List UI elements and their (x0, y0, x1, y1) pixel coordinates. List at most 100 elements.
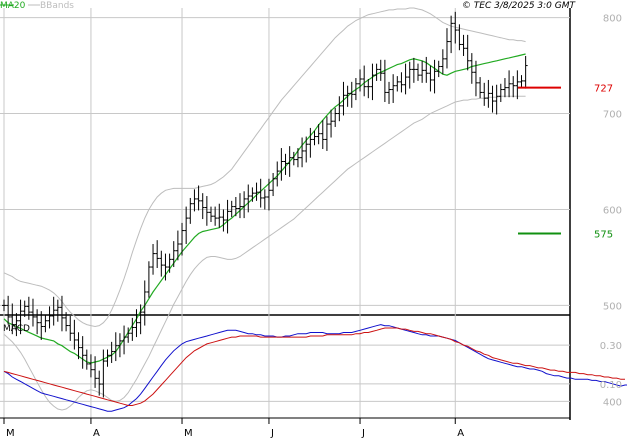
price-bar (523, 55, 528, 89)
price-bar (171, 241, 176, 268)
price-bar (416, 63, 420, 81)
price-bar (84, 349, 89, 370)
price-bar (457, 24, 462, 51)
price-bar (511, 76, 516, 98)
price-bar (184, 206, 189, 245)
price-y-tick-label: 500 (603, 301, 622, 312)
price-bar (105, 349, 110, 367)
price-bar (411, 57, 416, 83)
price-y-tick-label: 600 (603, 205, 622, 216)
price-bar (93, 356, 98, 388)
price-bar (237, 193, 242, 219)
price-bar (76, 332, 81, 360)
price-bar (229, 200, 234, 218)
price-bar (391, 74, 396, 103)
price-bar (213, 206, 218, 226)
price-panel-frame (0, 8, 571, 420)
price-bar (30, 298, 35, 327)
price-bar (320, 120, 325, 150)
price-bar (465, 34, 470, 71)
price-bar (14, 313, 19, 337)
price-bar (80, 336, 85, 369)
price-bar (498, 83, 503, 103)
price-bar (287, 146, 292, 177)
price-bar (35, 309, 40, 335)
price-bar (68, 315, 73, 341)
price-bar (507, 70, 512, 98)
price-bar (291, 151, 296, 166)
price-bar (283, 153, 288, 175)
price-bar (217, 203, 222, 228)
price-bar (333, 107, 338, 127)
month-tick-label: J (270, 428, 274, 439)
price-bar (196, 185, 201, 211)
price-bar (233, 196, 238, 217)
month-tick-label: J (361, 428, 365, 439)
price-bar (10, 303, 15, 335)
price-bar (308, 127, 313, 158)
level-annotations: 727 575 (518, 84, 613, 240)
price-bar (88, 354, 93, 378)
price-bar (109, 341, 114, 363)
price-bar (55, 299, 60, 322)
price-bar (155, 240, 160, 268)
price-bar (130, 317, 135, 341)
price-bar (163, 253, 168, 281)
bbands-legend-label: BBands (40, 1, 74, 11)
price-bar (221, 209, 226, 232)
price-bar (275, 161, 280, 187)
price-bar (59, 295, 64, 332)
macd-y-tick-label: 0.10 (600, 380, 622, 391)
price-bar (490, 85, 495, 113)
price-bar (254, 182, 259, 201)
month-tick-label: A (457, 428, 464, 439)
price-bar (362, 65, 367, 97)
price-bar (246, 184, 251, 213)
month-tick-label: A (93, 428, 100, 439)
price-bar (159, 250, 164, 277)
price-bar (316, 124, 321, 145)
price-bar (444, 28, 449, 69)
price-bar (453, 11, 458, 44)
price-bar (271, 173, 276, 197)
price-bar (279, 148, 284, 181)
ma20-legend-label: MA20 (0, 1, 26, 11)
price-bar (262, 189, 267, 210)
price-bar (370, 63, 375, 101)
price-bar (204, 196, 209, 226)
price-bar (407, 61, 412, 89)
price-bar (122, 325, 127, 355)
price-bar (432, 59, 437, 94)
price-bar (151, 244, 156, 275)
price-bar (515, 70, 520, 100)
price-bar (72, 319, 77, 350)
price-bar (395, 76, 400, 92)
price-bar (387, 81, 392, 104)
price-bar (142, 280, 147, 326)
price-bar (304, 136, 309, 163)
price-bar (461, 34, 466, 56)
price-bar (47, 306, 52, 329)
price-y-tick-label: 800 (603, 14, 622, 25)
bbands-lower-line (3, 95, 526, 411)
price-bar (378, 59, 383, 81)
price-bar (473, 60, 478, 97)
price-bar (113, 332, 118, 362)
price-bar (337, 96, 342, 122)
price-bar (449, 15, 454, 54)
price-bar (225, 199, 230, 234)
price-bar (209, 206, 213, 222)
signal-line (3, 327, 625, 406)
price-bar (22, 300, 27, 317)
price-bar (399, 72, 404, 93)
price-bar (502, 78, 507, 98)
price-bar (192, 189, 197, 212)
price-bar (486, 79, 491, 108)
price-bar (126, 327, 131, 343)
macd-y-tick-label: 0.30 (600, 341, 622, 352)
price-bar (440, 49, 445, 75)
price-bar (51, 296, 56, 326)
copyright-text: © TEC 3/8/2025 3:0 GMT (462, 1, 577, 11)
price-bar (167, 253, 172, 273)
